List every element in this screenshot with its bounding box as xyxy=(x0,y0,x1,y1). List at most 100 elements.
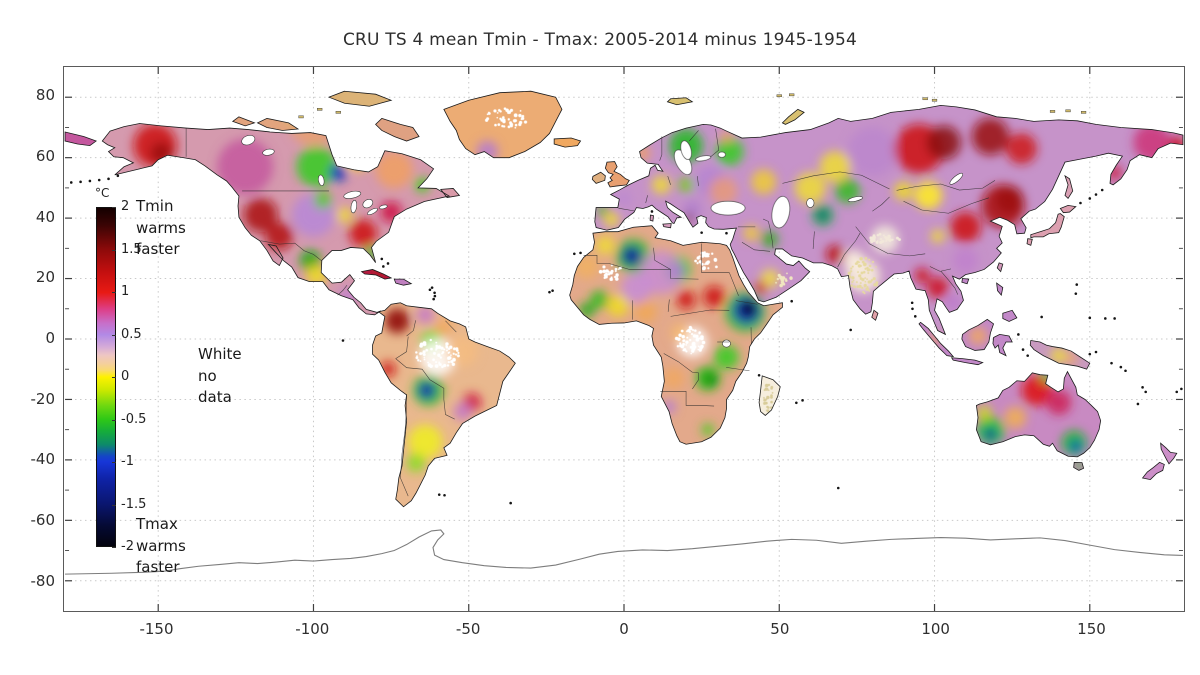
region-guyana-orange xyxy=(434,317,454,337)
region-volga-yellow xyxy=(751,169,777,195)
country-borders xyxy=(185,128,996,497)
x-tick-label: -50 xyxy=(455,620,481,638)
region-peru-red xyxy=(380,361,396,377)
colorbar-tick-mark xyxy=(112,207,116,208)
region-central-europe-green xyxy=(678,177,694,193)
region-northeast-us-red xyxy=(380,201,402,223)
region-balkans-purple xyxy=(682,199,702,219)
region-argentina-yellow xyxy=(408,424,443,459)
region-iberia-nw-green xyxy=(596,204,608,217)
region-central-canada-green xyxy=(296,146,337,187)
region-nigeria-orange xyxy=(634,300,657,323)
colorbar-tick-mark xyxy=(112,462,116,463)
region-mali-green xyxy=(589,290,609,310)
region-bolivia-blue xyxy=(418,381,436,399)
region-west-iran-green xyxy=(761,230,779,248)
region-south-siberia-yellow xyxy=(819,151,851,183)
region-north-china-red xyxy=(950,211,982,243)
annotation-line: Tmax xyxy=(136,515,178,533)
region-quebec-orange xyxy=(375,151,413,189)
annotation-line: faster xyxy=(136,558,180,576)
axis-ticks xyxy=(65,67,1183,611)
region-guinea-green xyxy=(578,302,595,319)
region-france-purple xyxy=(616,190,632,207)
x-tick-label: 150 xyxy=(1077,620,1106,638)
region-south-africa-green-spot xyxy=(701,423,715,436)
colorbar-tick-label: -0.5 xyxy=(121,411,147,427)
region-kola-orange xyxy=(720,130,733,143)
x-tick-label: -100 xyxy=(295,620,330,638)
annotation-line: data xyxy=(198,388,232,406)
region-uzbek-teal-core xyxy=(817,209,829,221)
region-tasmania-green xyxy=(1074,461,1084,471)
colorbar-tick-label: -1.5 xyxy=(121,496,147,512)
colorbar-tick-mark xyxy=(112,504,116,506)
region-zambia-darkgreen-core xyxy=(704,373,718,387)
colorbar-tick-label: 1.5 xyxy=(121,241,142,257)
y-tick-label: 20 xyxy=(35,268,55,287)
annotation-line: no xyxy=(198,366,217,385)
antarctica-coastline xyxy=(65,529,1183,575)
region-burma-red xyxy=(914,267,930,284)
region-alaska-core-darkred xyxy=(150,142,173,165)
region-ne-siberia-darkred xyxy=(971,117,1010,156)
region-southeast-us-red xyxy=(349,219,378,248)
colorbar-unit-label: °C xyxy=(95,186,110,200)
region-southwest-us-darkred xyxy=(265,222,294,251)
region-nw-russia-green xyxy=(715,137,744,166)
colorbar-tick-label: 1 xyxy=(121,284,130,299)
region-north-plains-green xyxy=(314,191,332,209)
region-iberia-yellow xyxy=(603,211,620,228)
annotation-line: faster xyxy=(136,240,180,258)
region-sudan-red xyxy=(703,285,725,308)
region-australia-se-blue xyxy=(1070,440,1082,452)
region-new-guinea-orange xyxy=(1064,352,1078,365)
colorbar-tick-mark xyxy=(112,334,116,336)
region-west-sahara-orange xyxy=(574,254,600,279)
small-island-dots xyxy=(69,93,1183,505)
annotation-line: White xyxy=(198,345,242,363)
region-central-china-yellow xyxy=(930,229,945,244)
annotation-line: Tmin xyxy=(136,197,174,215)
colorbar-tick-label: 2 xyxy=(121,199,130,214)
annotation-line: warms xyxy=(136,536,186,555)
region-tibet-pale xyxy=(870,225,899,254)
colorbar-tick-mark xyxy=(112,419,116,421)
region-brazil-south-purple xyxy=(453,402,472,421)
region-thailand-red xyxy=(926,276,949,299)
colorbar-tick-label: -2 xyxy=(121,539,134,554)
lakes-inland-seas xyxy=(241,134,964,348)
region-ukraine-salmon xyxy=(709,176,738,205)
region-colombia-darkred xyxy=(384,308,410,334)
region-south-china-purple xyxy=(953,248,978,273)
region-borneo-orange xyxy=(968,326,988,346)
region-yakutia-red xyxy=(1005,133,1037,165)
region-central-siberia-darkred xyxy=(926,125,961,160)
region-manchuria-red-halo xyxy=(981,184,1025,228)
colorbar-tick-label: 0.5 xyxy=(121,326,142,342)
region-mongolia-yellow xyxy=(914,181,943,210)
region-west-africa-yellow xyxy=(606,294,629,317)
annotation-white-no-data: White no data xyxy=(198,344,242,409)
colorbar-tick-mark xyxy=(112,249,116,251)
colorbar-tick-label: -1 xyxy=(121,454,134,469)
y-tick-label: -60 xyxy=(30,511,56,529)
annotation-tmax-warms-faster: Tmax warms faster xyxy=(136,514,186,579)
x-tick-label: -150 xyxy=(139,620,174,638)
region-new-guinea-yellow xyxy=(1050,347,1067,364)
region-sumatra-orange xyxy=(928,332,941,346)
coastlines xyxy=(64,90,1184,508)
y-tick-label: -20 xyxy=(30,389,56,408)
annotation-line: warms xyxy=(136,218,186,237)
x-tick-label: 0 xyxy=(619,620,629,638)
region-algeria-blue xyxy=(621,245,642,266)
y-tick-label: 0 xyxy=(45,329,55,347)
region-kazakh-west-yellow xyxy=(794,172,826,204)
region-pakistan-red xyxy=(825,245,845,264)
region-altai-yellow xyxy=(894,181,913,201)
region-morocco-yellow xyxy=(596,235,615,255)
region-australia-north-red xyxy=(1021,374,1053,406)
region-angola-orange xyxy=(662,367,685,390)
region-arabia-yellow xyxy=(760,269,780,288)
